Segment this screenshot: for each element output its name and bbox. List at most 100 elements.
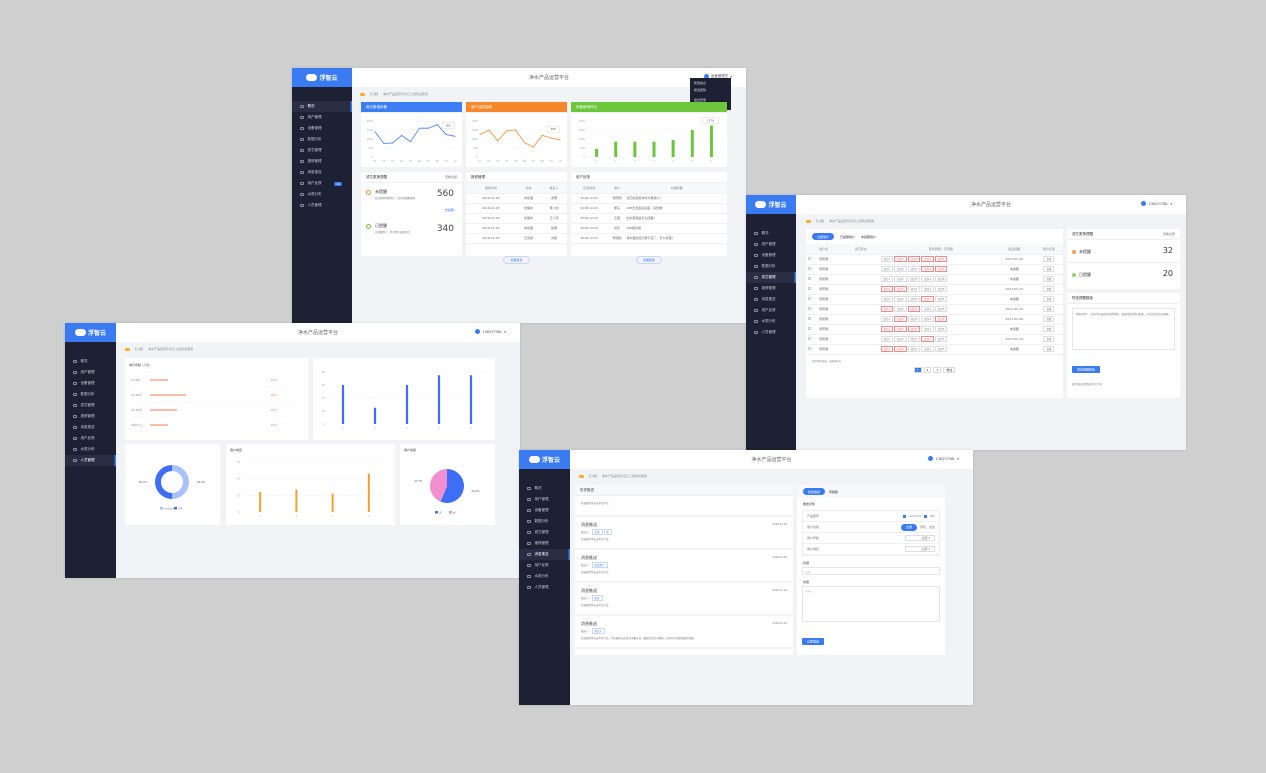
user-menu[interactable]: 13829758L ▾ [475, 329, 506, 334]
select-dropdown[interactable]: 全部 ▾ [905, 546, 935, 552]
sidebar-item[interactable]: 人员管理 [519, 582, 570, 593]
view-button[interactable]: 查看 [1043, 266, 1055, 272]
checkbox[interactable] [808, 347, 812, 350]
sms-textarea[interactable]: 尊敬的用户，您的净水器滤芯即将到期，请及时联系我们更换，以保证您的饮水健康。 [1072, 308, 1175, 350]
user-menu[interactable]: 13829758L ▾ [1141, 201, 1172, 206]
select-dropdown[interactable]: 全部 ▾ [905, 535, 935, 541]
sidebar-item[interactable]: 水质分布 [746, 316, 796, 327]
sidebar-item[interactable]: 概况 [292, 101, 352, 112]
sidebar-item[interactable]: 用户反馈 [65, 433, 116, 444]
view-button[interactable]: 查看 [1043, 316, 1055, 322]
view-button[interactable]: 查看 [1043, 306, 1055, 312]
sidebar-item[interactable]: 用户反馈 [746, 305, 796, 316]
checkbox[interactable] [808, 267, 812, 270]
tab-drafts[interactable]: 草稿箱 [829, 489, 839, 494]
user-menu[interactable]: 13829758L ▾ [928, 456, 959, 461]
sidebar-item[interactable]: 水质分布 [292, 189, 352, 200]
bar [150, 379, 168, 381]
checkbox-checked-icon[interactable] [903, 514, 907, 518]
sidebar-item[interactable]: 数据分析 [292, 134, 352, 145]
gender-option[interactable]: 全部 [900, 523, 917, 531]
pending-label: 未提醒 [375, 189, 387, 194]
submit-push-button[interactable]: 立即推送 [802, 637, 825, 645]
page-button[interactable]: 3 [933, 366, 942, 373]
page-button[interactable]: 前往 [943, 366, 956, 373]
sidebar-item[interactable]: 用户反馈 12 [292, 178, 352, 189]
sidebar-item[interactable]: 人员管理 [65, 455, 116, 466]
sidebar-item[interactable]: 报修管理 [746, 283, 796, 294]
tab[interactable]: 已提醒用户 [840, 234, 856, 239]
gender-option[interactable]: 男性 [919, 525, 926, 529]
send-sms-button[interactable]: 发送提醒短信 [1072, 365, 1101, 373]
tab-new-push[interactable]: 新建推送 [803, 488, 826, 495]
gender-option[interactable]: 女性 [928, 525, 935, 529]
checkbox[interactable] [808, 257, 812, 260]
remind-link[interactable]: 去提醒 › [444, 208, 456, 212]
dropdown-item[interactable]: 修改信息 [694, 81, 707, 85]
sidebar-item[interactable]: 消息推送 [65, 422, 116, 433]
sidebar-item[interactable]: 水质分布 [519, 571, 570, 582]
y-tick-label: 20 [237, 493, 241, 497]
sidebar-item[interactable]: 用户管理 [746, 239, 796, 250]
sidebar-item[interactable]: 滤芯管理 [65, 400, 116, 411]
tab[interactable]: 未提醒用户 [861, 234, 877, 239]
checkbox-checked-icon[interactable] [923, 514, 927, 518]
age-card: 用户年龄 (人数) 0-18岁 10% 19-30岁 20% 31-45岁 15% 46岁以… [125, 358, 308, 440]
sidebar-item[interactable]: 滤芯管理 [746, 272, 796, 283]
sidebar-item[interactable]: 报修管理 [519, 538, 570, 549]
sidebar-item[interactable]: 消息推送 [519, 549, 570, 560]
checkbox[interactable] [808, 317, 812, 320]
view-button[interactable]: 查看 [1043, 346, 1055, 352]
sidebar-item[interactable]: 数据分析 [65, 389, 116, 400]
dropdown-item[interactable]: 修改密码 [694, 88, 707, 92]
view-all-link[interactable]: 查看全部 [1162, 232, 1175, 236]
checkbox[interactable] [808, 307, 812, 310]
checkbox[interactable] [808, 327, 812, 330]
sidebar-item[interactable]: 设备管理 [519, 505, 570, 516]
sidebar-item[interactable]: 消息推送 [292, 167, 352, 178]
dropdown-item[interactable]: 退出登录 [694, 98, 707, 102]
view-all-link[interactable]: 查看全部 [444, 175, 457, 179]
sidebar-item[interactable]: 概况 [519, 483, 570, 494]
view-button[interactable]: 查看 [1043, 336, 1055, 342]
sidebar-item[interactable]: 数据分析 [519, 516, 570, 527]
checkbox[interactable] [808, 337, 812, 340]
sidebar-item[interactable]: 报修管理 [292, 156, 352, 167]
checkbox[interactable] [808, 277, 812, 280]
sidebar-item[interactable]: 用户管理 [65, 367, 116, 378]
sidebar-item[interactable]: 用户管理 [519, 494, 570, 505]
view-button[interactable]: 查看 [1043, 276, 1055, 282]
view-button[interactable]: 查看 [1043, 296, 1055, 302]
checkbox-cell [806, 284, 814, 295]
sidebar-item[interactable]: 消息推送 [746, 294, 796, 305]
user-menu[interactable]: 运营管理员 ▾ [703, 74, 732, 79]
checkbox[interactable] [808, 297, 812, 300]
view-button[interactable]: 查看 [1043, 326, 1055, 332]
view-more-button[interactable]: 查看更多 [635, 255, 662, 264]
sidebar-item-label: 数据分析 [80, 392, 95, 396]
sidebar-item[interactable]: 数据分析 [746, 261, 796, 272]
sidebar-item[interactable]: 水质分布 [65, 444, 116, 455]
sidebar-item[interactable]: 人员管理 [292, 200, 352, 211]
sidebar-item[interactable]: 设备管理 [746, 250, 796, 261]
sidebar-item[interactable]: 概况 [65, 356, 116, 367]
sidebar-item[interactable]: 滤芯管理 [519, 527, 570, 538]
sidebar-item[interactable]: 报修管理 [65, 411, 116, 422]
sidebar-item[interactable]: 设备管理 [65, 378, 116, 389]
page-button[interactable]: 1 [913, 366, 922, 373]
sidebar-item[interactable]: 用户反馈 [519, 560, 570, 571]
y-tick-label: 2000 [579, 119, 586, 123]
title-input[interactable]: 标题 [802, 567, 940, 575]
sidebar-item[interactable]: 人员管理 [746, 327, 796, 338]
view-button[interactable]: 查看 [1043, 256, 1055, 262]
sidebar-item[interactable]: 滤芯管理 [292, 145, 352, 156]
view-more-button[interactable]: 查看更多 [503, 255, 530, 264]
content-textarea[interactable]: 请输入 [802, 586, 940, 622]
tab[interactable]: 全部用户 [812, 233, 835, 240]
checkbox[interactable] [808, 287, 812, 290]
sidebar-item[interactable]: 设备管理 [292, 123, 352, 134]
sidebar-item[interactable]: 概况 [746, 228, 796, 239]
sidebar-item[interactable]: 用户管理 [292, 112, 352, 123]
page-button[interactable]: 2 [923, 366, 932, 373]
view-button[interactable]: 查看 [1043, 286, 1055, 292]
